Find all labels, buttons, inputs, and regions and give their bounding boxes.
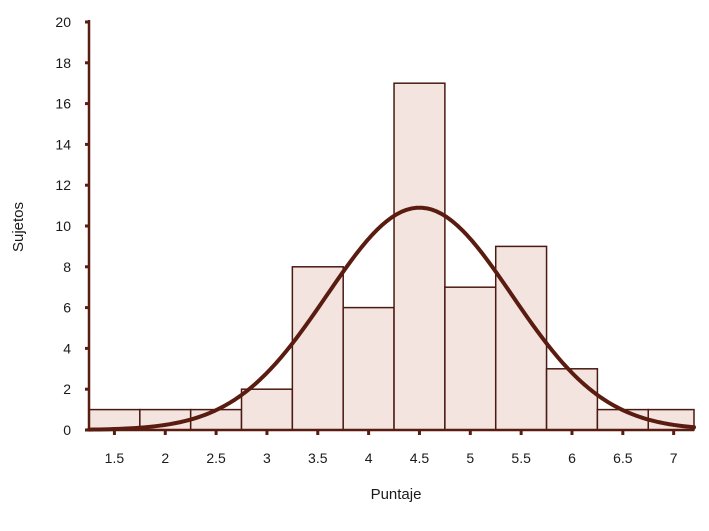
x-tick-label: 4.5 [410, 450, 430, 466]
histogram-bar-10 [545, 368, 599, 431]
histogram-bar-4 [240, 388, 294, 431]
x-tick-label: 2.5 [206, 450, 226, 466]
x-axis-ticks: 1.5 2 2.5 3 3.5 4 4.5 5 5.5 6 6.5 7 [105, 429, 678, 466]
x-tick-label: 6 [568, 450, 576, 466]
y-tick-label: 4 [63, 340, 71, 356]
y-tick-label: 8 [63, 259, 71, 275]
y-axis-title: Sujetos [10, 202, 27, 252]
y-tick-label: 14 [55, 136, 71, 152]
x-axis-title: Puntaje [371, 486, 422, 503]
y-tick-label: 16 [55, 96, 71, 112]
y-tick-label: 20 [55, 14, 71, 30]
histogram-bar-9 [494, 245, 548, 431]
histogram-bar-8 [444, 286, 497, 431]
y-tick-label: 12 [55, 177, 71, 193]
normal-curve-line [87, 205, 696, 432]
histogram-bar-7 [393, 82, 446, 431]
histogram-bar-5 [291, 266, 344, 431]
x-tick-label: 5 [466, 450, 474, 466]
y-axis-ticks: 0 2 4 6 8 10 12 14 16 18 20 [55, 14, 90, 438]
y-tick-label: 18 [55, 55, 71, 71]
histogram-bar-11 [596, 408, 649, 431]
x-tick-label: 2 [161, 450, 169, 466]
x-tick-label: 7 [670, 450, 678, 466]
x-tick-label: 3 [263, 450, 271, 466]
histogram-bars [88, 82, 695, 431]
x-tick-label: 4 [365, 450, 373, 466]
y-tick-label: 0 [63, 422, 71, 438]
y-tick-label: 2 [63, 381, 71, 397]
x-tick-label: 3.5 [308, 450, 328, 466]
x-tick-label: 1.5 [105, 450, 125, 466]
x-tick-label: 5.5 [511, 450, 531, 466]
y-tick-label: 10 [55, 218, 71, 234]
histogram-bar-6 [342, 306, 395, 431]
y-tick-label: 6 [63, 300, 71, 316]
x-tick-label: 6.5 [613, 450, 633, 466]
histogram-bar-3 [189, 408, 243, 431]
